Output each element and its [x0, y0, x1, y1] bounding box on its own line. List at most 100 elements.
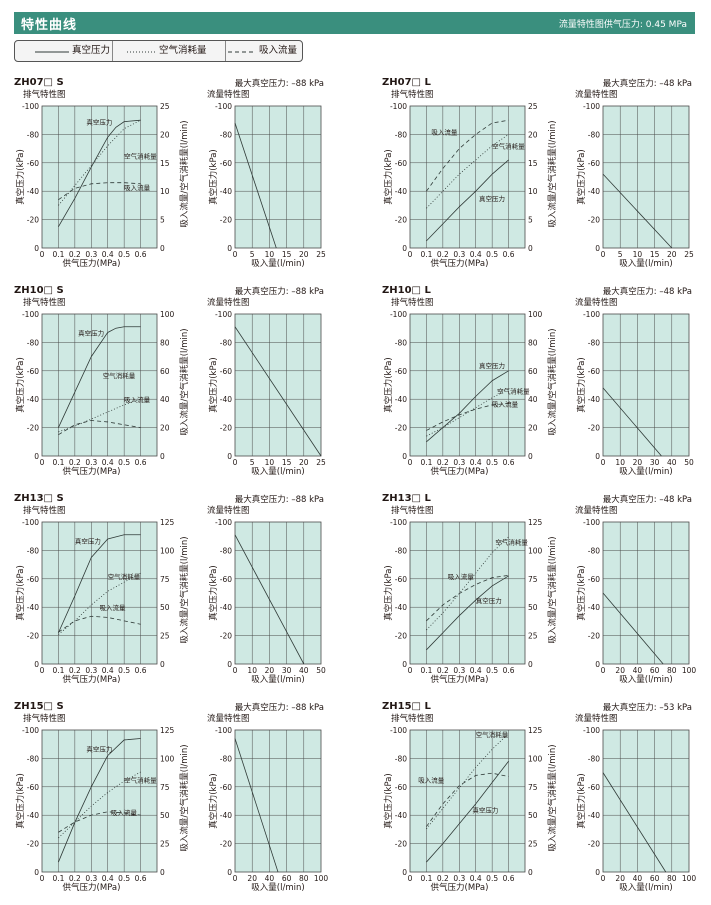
- max-vacuum-label: 最大真空压力: –48 kPa: [603, 78, 692, 89]
- exhaust-plot-area: [409, 521, 526, 665]
- x-tick-label: 0.1: [52, 250, 64, 259]
- flow-y-axis-label: 真空压力(kPa): [576, 357, 587, 413]
- flow-chart-title: 流量特性图: [575, 713, 618, 724]
- y-tick-label: -20: [27, 424, 39, 433]
- x-tick-label: 25: [316, 458, 326, 467]
- legend-divider: [112, 41, 113, 61]
- series-line: [58, 326, 141, 428]
- y-tick-label: -40: [588, 395, 600, 404]
- x-tick-label: 0: [233, 666, 238, 675]
- y-tick-label: -100: [390, 726, 407, 735]
- x-tick-label: 30: [650, 458, 660, 467]
- x-tick-label: 0.6: [503, 666, 515, 675]
- y-tick-label: 0: [402, 660, 407, 669]
- y-tick-label: -100: [215, 310, 232, 319]
- x-tick-label: 0.5: [486, 458, 498, 467]
- max-vacuum-label: 最大真空压力: –88 kPa: [235, 494, 324, 505]
- y-tick-label: -20: [395, 424, 407, 433]
- curve-label-vacuum: 真空压力: [86, 117, 112, 126]
- max-vacuum-label: 最大真空压力: –88 kPa: [235, 78, 324, 89]
- exhaust-plot-area: [41, 521, 158, 665]
- model-title: ZH15□ L: [382, 701, 431, 712]
- x-tick-label: 20: [299, 458, 309, 467]
- series-line: [58, 182, 141, 201]
- exhaust-y-axis-label: 真空压力(kPa): [15, 357, 26, 413]
- x-tick-label: 20: [299, 250, 309, 259]
- x-tick-label: 80: [667, 666, 677, 675]
- y-tick-label: -80: [395, 754, 407, 763]
- y-tick-label: -100: [390, 518, 407, 527]
- flow-y-axis-label: 真空压力(kPa): [208, 149, 219, 205]
- flow-x-axis-label: 吸入量(l/min): [619, 467, 672, 477]
- exhaust-y2-axis-label: 吸入流量/空气消耗量(l/min): [547, 536, 558, 643]
- x-tick-label: 0.4: [102, 250, 114, 259]
- x-tick-label: 0: [408, 666, 413, 675]
- y-tick-label: -20: [588, 216, 600, 225]
- y2-tick-label: 75: [528, 575, 538, 584]
- y-tick-label: 0: [402, 452, 407, 461]
- flow-chart-title: 流量特性图: [207, 713, 250, 724]
- series-line: [426, 388, 509, 437]
- curve-label-suction: 吸入流量: [448, 572, 475, 581]
- flow-x-axis-label: 吸入量(l/min): [251, 259, 304, 269]
- y2-tick-label: 5: [160, 216, 165, 225]
- y-tick-label: -60: [395, 159, 407, 168]
- model-title: ZH07□ S: [14, 77, 64, 88]
- x-tick-label: 0.5: [486, 666, 498, 675]
- x-tick-label: 0.4: [102, 458, 114, 467]
- exhaust-chart-title: 排气特性图: [23, 505, 66, 516]
- y-tick-label: -20: [27, 632, 39, 641]
- y-tick-label: -20: [395, 840, 407, 849]
- y-tick-label: -60: [588, 367, 600, 376]
- y2-tick-label: 0: [160, 452, 165, 461]
- curve-label-air: 空气消耗量: [108, 572, 141, 581]
- flow-x-axis-label: 吸入量(l/min): [251, 467, 304, 477]
- exhaust-plot-area: [409, 313, 526, 457]
- y2-tick-label: 80: [528, 338, 538, 347]
- y-tick-label: 0: [595, 868, 600, 877]
- flow-line: [234, 122, 277, 249]
- y-tick-label: -60: [588, 783, 600, 792]
- flow-chart-title: 流量特性图: [575, 505, 618, 516]
- x-tick-label: 0.1: [52, 458, 64, 467]
- flow-chart-title: 流量特性图: [575, 89, 618, 100]
- x-tick-label: 0.1: [420, 458, 432, 467]
- y2-tick-label: 50: [160, 603, 170, 612]
- y2-tick-label: 25: [528, 632, 538, 641]
- curve-label-suction: 吸入流量: [100, 603, 127, 612]
- exhaust-y2-axis-label: 吸入流量/空气消耗量(l/min): [179, 536, 190, 643]
- legend-air-label: 空气消耗量: [159, 45, 207, 56]
- series-line: [58, 119, 141, 227]
- model-title: ZH15□ S: [14, 701, 64, 712]
- exhaust-plot-area: [409, 729, 526, 873]
- y2-tick-label: 0: [528, 244, 533, 253]
- y-tick-label: -20: [27, 840, 39, 849]
- legend-solid-swatch: [35, 51, 69, 53]
- curve-label-vacuum: 真空压力: [86, 744, 112, 753]
- flow-chart-title: 流量特性图: [575, 297, 618, 308]
- y2-tick-label: 5: [528, 216, 533, 225]
- x-tick-label: 0.2: [69, 874, 81, 883]
- y-tick-label: -100: [583, 518, 600, 527]
- flow-plot-area: [234, 105, 322, 249]
- y-tick-label: -60: [27, 367, 39, 376]
- x-tick-label: 0.5: [118, 458, 130, 467]
- curve-label-suction: 吸入流量: [431, 127, 458, 136]
- y2-tick-label: 50: [528, 603, 538, 612]
- x-tick-label: 0: [233, 250, 238, 259]
- x-tick-label: 0.2: [437, 874, 449, 883]
- y2-tick-label: 50: [160, 811, 170, 820]
- y-tick-label: -80: [220, 754, 232, 763]
- curve-label-vacuum: 真空压力: [75, 536, 101, 545]
- legend-suction-label: 吸入流量: [259, 45, 298, 56]
- y-tick-label: -20: [395, 216, 407, 225]
- x-tick-label: 100: [682, 666, 697, 675]
- y2-tick-label: 100: [160, 546, 175, 555]
- x-tick-label: 20: [247, 874, 257, 883]
- x-tick-label: 0.5: [118, 666, 130, 675]
- curve-label-vacuum: 真空压力: [472, 805, 498, 814]
- x-tick-label: 25: [316, 250, 326, 259]
- flow-line: [234, 534, 305, 665]
- curve-label-vacuum: 真空压力: [479, 194, 505, 203]
- max-vacuum-label: 最大真空压力: –88 kPa: [235, 702, 324, 713]
